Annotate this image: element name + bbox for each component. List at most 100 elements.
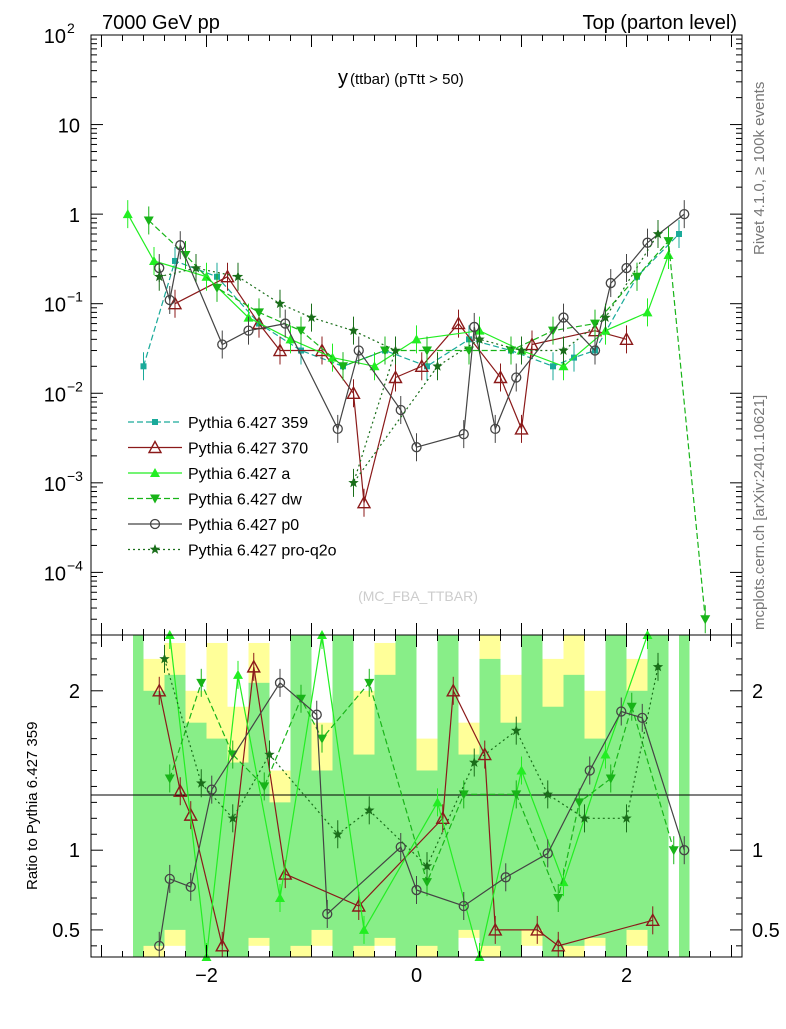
ratio-data-point — [579, 812, 590, 823]
main-data-point — [388, 370, 403, 384]
main-data-point — [642, 307, 653, 317]
main-data-point — [175, 240, 186, 251]
main-series-4 — [154, 200, 690, 462]
main-data-point — [558, 312, 569, 323]
main-plot-title: y (ttbar) (pTtt > 50) — [338, 67, 464, 89]
x-tick-label: 2 — [621, 965, 632, 987]
main-data-point — [514, 421, 529, 435]
main-series-5 — [154, 220, 664, 497]
main-series-3 — [143, 206, 711, 634]
ratio-data-point — [446, 683, 461, 697]
ratio-data-point — [679, 845, 690, 856]
main-data-point — [164, 294, 175, 306]
ratio-y-tick-label: 0.5 — [52, 920, 80, 942]
ratio-data-point — [469, 757, 480, 767]
main-data-point — [590, 319, 600, 329]
legend-label: Pythia 6.427 359 — [188, 415, 308, 432]
main-series-line — [127, 213, 670, 367]
ratio-data-point — [652, 661, 664, 672]
ratio-data-point — [511, 725, 522, 736]
legend-entry: Pythia 6.427 p0 — [128, 517, 299, 534]
stat-band-bin — [626, 690, 648, 930]
main-data-point — [395, 404, 406, 416]
ratio-data-point — [458, 790, 469, 800]
main-data-point — [348, 325, 359, 336]
main-data-point — [274, 298, 286, 309]
main-data-point — [605, 277, 616, 289]
ratio-y-tick-label: 2 — [69, 681, 80, 703]
main-data-point — [451, 316, 466, 330]
ratio-data-point — [164, 873, 175, 885]
main-data-point — [652, 228, 664, 239]
stat-band-bin — [290, 635, 312, 946]
main-series-line — [148, 220, 706, 620]
legend-label: Pythia 6.427 a — [188, 466, 290, 483]
ratio-data-point — [311, 709, 322, 720]
main-data-point — [589, 345, 601, 356]
x-tick-label: 0 — [411, 965, 422, 987]
ratio-data-point — [274, 677, 286, 688]
main-data-point — [356, 495, 372, 509]
y-tick-exponent: −4 — [67, 557, 83, 573]
ratio-data-point — [458, 900, 469, 912]
main-data-point — [212, 283, 222, 293]
ratio-data-point — [264, 749, 275, 759]
y-tick-exponent: −3 — [67, 468, 83, 484]
main-data-point — [411, 442, 422, 453]
main-data-point — [180, 250, 191, 260]
ratio-data-point — [542, 788, 553, 799]
ratio-series-4 — [159, 644, 664, 881]
ratio-axes: 2 2 1 1 0.5 0.5 −2 0 2 — [52, 635, 780, 987]
main-data-point — [432, 360, 443, 371]
stat-band-bin — [395, 635, 417, 957]
stat-band-bin — [185, 722, 207, 957]
stat-band-bin — [458, 754, 480, 930]
stat-band-bin — [500, 722, 522, 957]
main-data-point — [663, 237, 674, 247]
main-data-point — [167, 296, 183, 310]
main-data-point — [140, 363, 147, 370]
legend-entry: Pythia 6.427 359 — [128, 415, 308, 432]
ratio-data-point — [359, 924, 369, 934]
ratio-data-point — [500, 872, 511, 883]
main-data-point — [190, 262, 202, 273]
main-data-point — [348, 477, 359, 488]
stat-band-bin — [248, 682, 270, 938]
main-data-point — [621, 262, 632, 274]
main-series-line — [159, 233, 659, 484]
ratio-series-2 — [164, 668, 679, 913]
main-data-point — [332, 423, 343, 435]
ratio-data-point — [395, 841, 406, 853]
main-data-point — [511, 372, 522, 383]
ratio-data-point — [530, 922, 545, 936]
main-data-point — [469, 321, 480, 333]
ratio-data-point — [584, 765, 595, 776]
main-data-point — [493, 370, 508, 384]
ratio-data-point — [616, 706, 627, 717]
stat-band-bin — [133, 635, 144, 957]
stat-band-bin — [605, 635, 627, 957]
ratio-data-point — [278, 866, 293, 880]
main-data-point — [143, 216, 154, 226]
y-tick-base: 10 — [44, 384, 66, 406]
ratio-data-point — [185, 881, 196, 893]
main-data-point — [243, 325, 254, 336]
ratio-data-point — [154, 940, 165, 951]
main-data-point — [217, 339, 228, 350]
legend-entry: Pythia 6.427 dw — [128, 492, 302, 509]
ratio-panel: 2 2 1 1 0.5 0.5 −2 0 2 Ratio to Pythia 6.427 359 — [24, 630, 780, 987]
stat-band-bin — [227, 762, 249, 957]
ratio-series-line — [158, 681, 685, 946]
ratio-y-tick-label-right: 1 — [752, 840, 763, 862]
ratio-data-point — [215, 938, 230, 952]
ratio-y-tick-label: 1 — [69, 840, 80, 862]
ratio-data-point — [159, 653, 170, 664]
main-data-point — [642, 237, 653, 248]
stat-band-bin — [584, 738, 606, 938]
main-data-point — [422, 346, 432, 356]
ratio-data-point — [152, 683, 167, 697]
legend-label: Pythia 6.427 pro-q2o — [188, 543, 337, 560]
ratio-data-point — [227, 812, 238, 823]
stat-band-bin — [521, 635, 543, 930]
